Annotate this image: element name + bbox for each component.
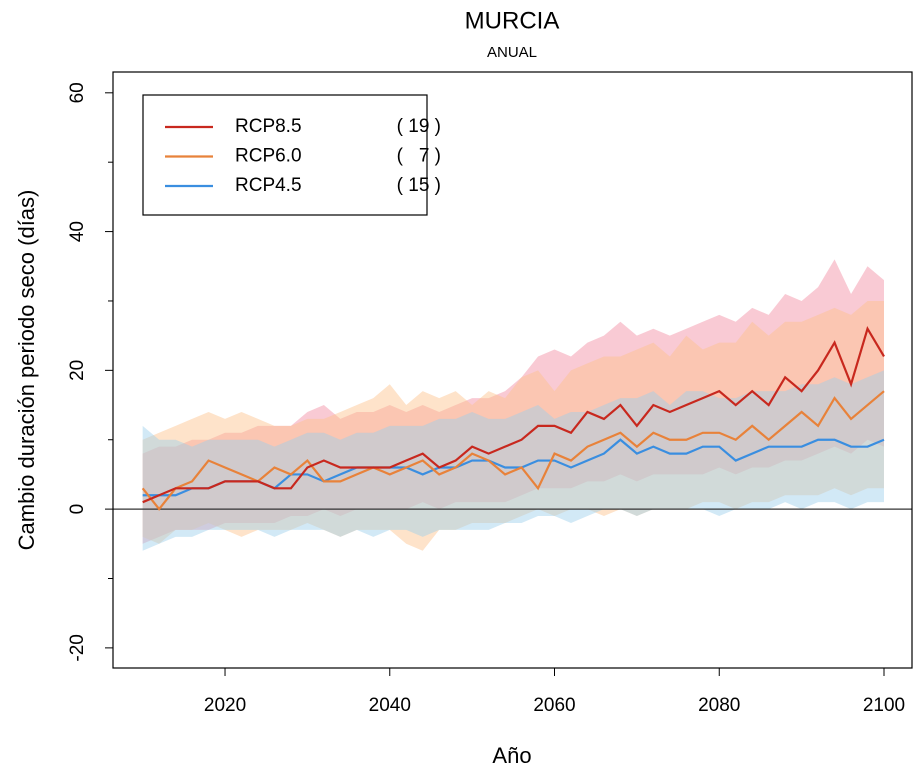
series-line — [142, 325, 885, 504]
y-tick-label: 60 — [67, 82, 88, 103]
x-tick-label: 2040 — [369, 695, 411, 716]
uncertainty-band — [142, 259, 884, 544]
x-tick-label: 2100 — [863, 695, 905, 716]
legend-label: RCP6.0 — [235, 146, 302, 167]
series-line — [141, 390, 885, 511]
y-tick-label: 0 — [67, 504, 88, 515]
x-axis-label: Año — [492, 743, 531, 768]
x-tick-label: 2060 — [533, 695, 575, 716]
legend-count: ( 7 ) — [397, 146, 441, 167]
legend-count: ( 15 ) — [397, 175, 441, 196]
y-axis-label: Cambio duración periodo seco (días) — [14, 190, 39, 551]
uncertainty-band — [142, 370, 884, 551]
x-tick-label: 2080 — [698, 695, 740, 716]
legend-count: ( 19 ) — [397, 116, 441, 137]
x-tick-label: 2020 — [204, 695, 246, 716]
uncertainty-band — [142, 300, 884, 551]
y-tick-label: 40 — [67, 221, 88, 242]
y-tick-label: -20 — [67, 634, 88, 661]
chart-subtitle: ANUAL — [487, 44, 537, 61]
chart-title: MURCIA — [465, 7, 560, 34]
y-tick-label: 20 — [67, 360, 88, 381]
legend-label: RCP4.5 — [235, 175, 302, 196]
legend-box — [142, 94, 428, 216]
legend-label: RCP8.5 — [235, 116, 302, 137]
